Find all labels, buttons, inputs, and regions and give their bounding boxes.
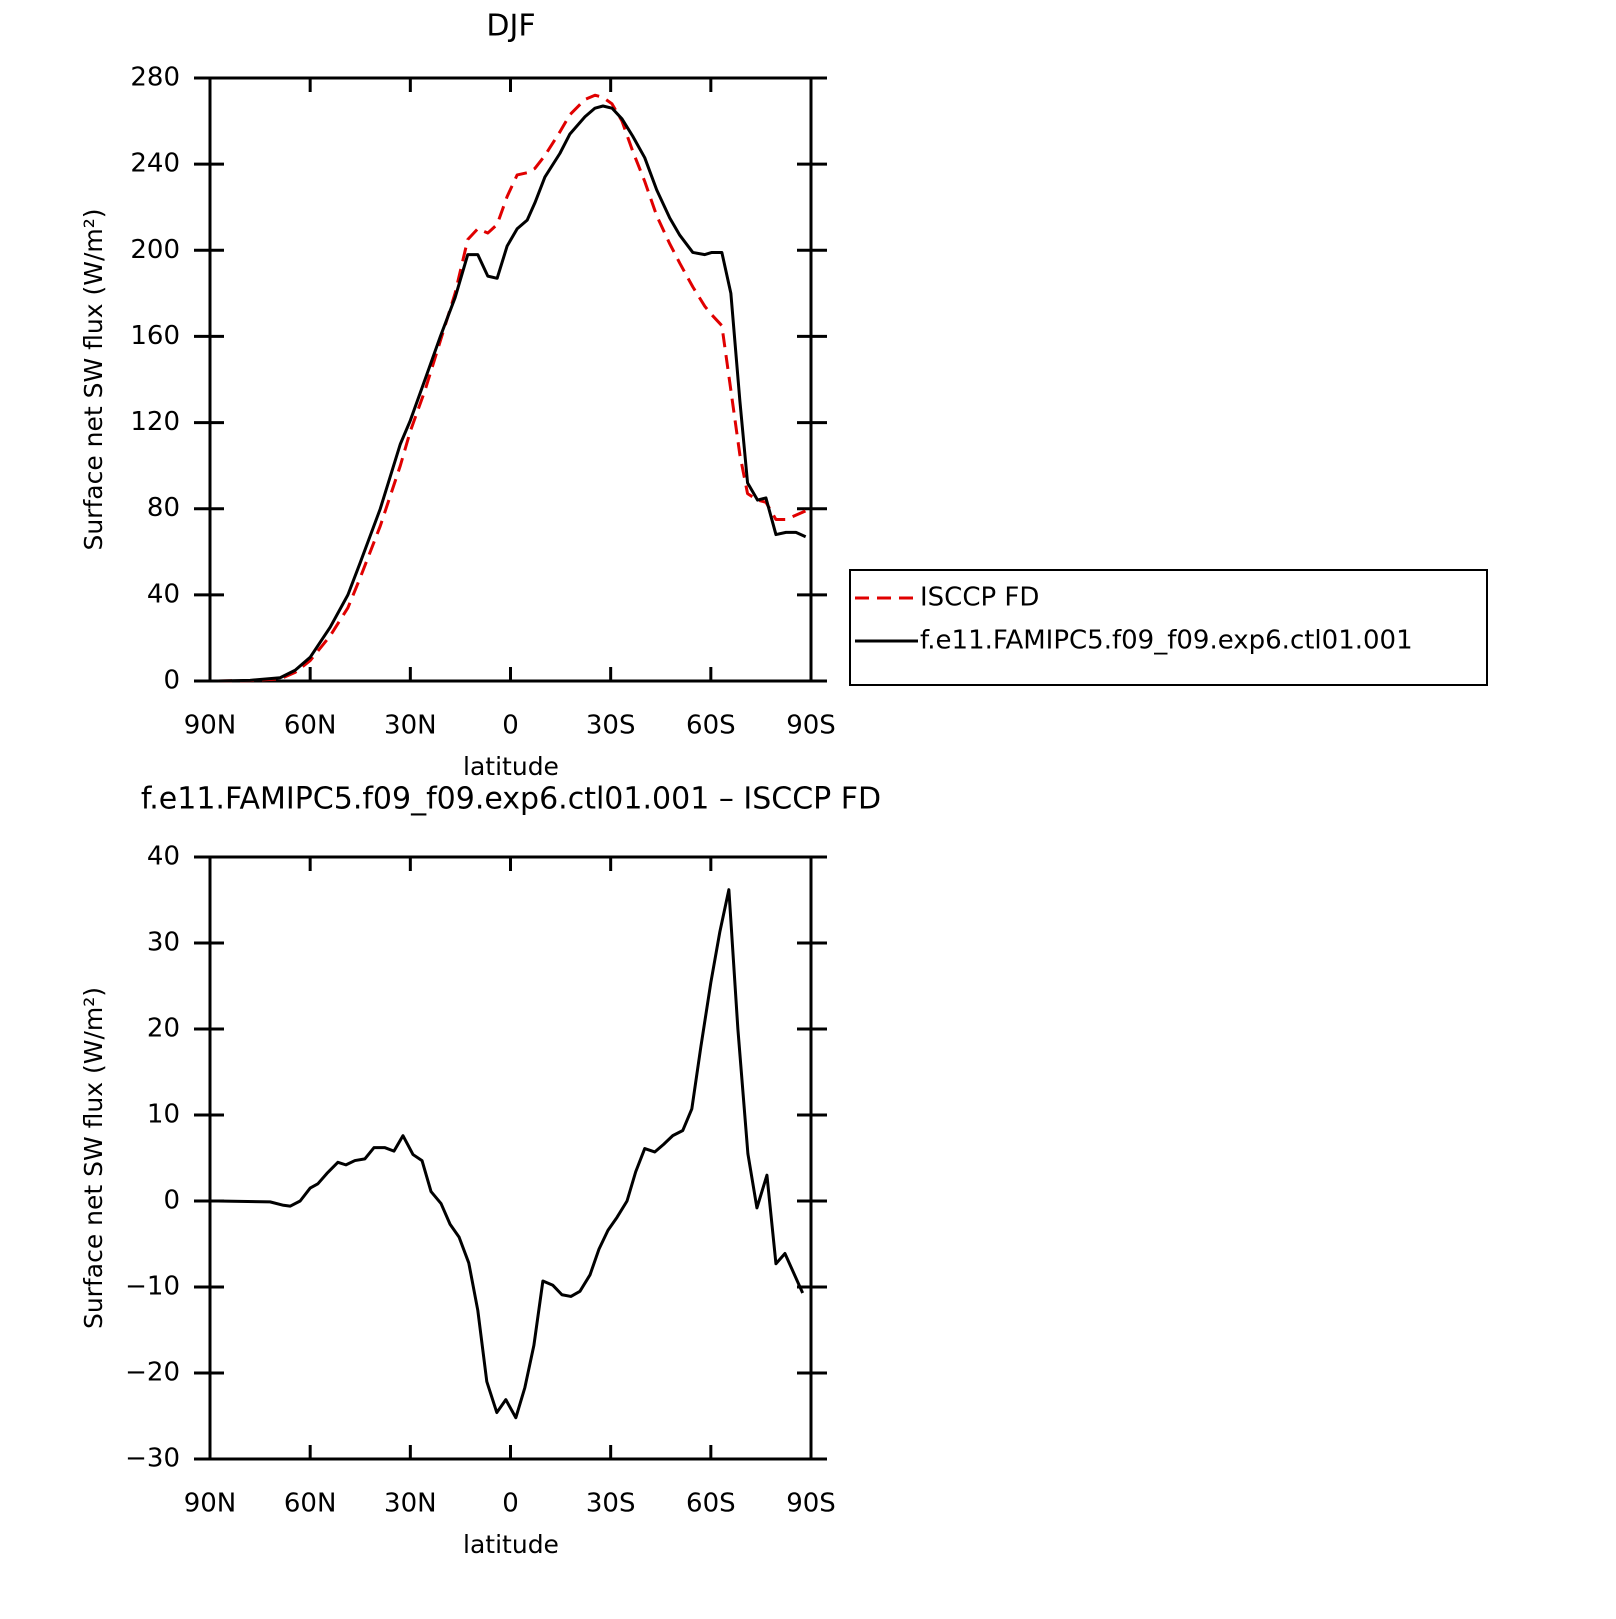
y-tick-label: 40: [147, 842, 180, 872]
legend-label: ISCCP FD: [920, 583, 1039, 613]
x-tick-label: 60S: [686, 711, 736, 741]
x-tick-label: 30S: [586, 711, 636, 741]
data-line: [217, 888, 805, 1420]
data-line: [217, 93, 807, 683]
x-tick-label: 30N: [384, 1489, 437, 1519]
x-axis-label: latitude: [463, 752, 559, 781]
y-tick-label: −10: [125, 1272, 180, 1302]
y-tick-label: 280: [130, 63, 180, 93]
plot-frame: [208, 855, 813, 1461]
x-tick-label: 60N: [284, 711, 337, 741]
y-tick-label: −20: [125, 1358, 180, 1388]
x-tick-label: 30S: [586, 1489, 636, 1519]
x-tick-label: 90S: [786, 1489, 836, 1519]
x-tick-label: 30N: [384, 711, 437, 741]
y-tick-label: 20: [147, 1014, 180, 1044]
y-tick-label: 120: [130, 407, 180, 437]
y-tick-label: 0: [163, 1186, 180, 1216]
plot-frame: [208, 76, 813, 683]
y-tick-label: −30: [125, 1444, 180, 1474]
y-tick-label: 80: [147, 493, 180, 523]
y-tick-label: 0: [163, 666, 180, 696]
chart-title: DJF: [486, 9, 535, 44]
x-tick-label: 90S: [786, 711, 836, 741]
legend-box: [849, 569, 1488, 686]
x-tick-label: 60N: [284, 1489, 337, 1519]
x-tick-label: 0: [502, 711, 519, 741]
x-tick-label: 0: [502, 1489, 519, 1519]
x-tick-label: 60S: [686, 1489, 736, 1519]
y-tick-label: 30: [147, 928, 180, 958]
data-line: [217, 104, 807, 683]
legend-label: f.e11.FAMIPC5.f09_f09.exp6.ctl01.001: [920, 626, 1413, 656]
chart-title: f.e11.FAMIPC5.f09_f09.exp6.ctl01.001 – I…: [141, 782, 881, 817]
y-tick-label: 40: [147, 579, 180, 609]
y-tick-label: 160: [130, 321, 180, 351]
y-tick-label: 10: [147, 1100, 180, 1130]
x-tick-label: 90N: [184, 711, 237, 741]
x-axis-label: latitude: [463, 1530, 559, 1559]
y-tick-label: 240: [130, 149, 180, 179]
y-axis-label: Surface net SW flux (W/m²): [79, 987, 108, 1329]
y-axis-label: Surface net SW flux (W/m²): [79, 208, 108, 550]
x-tick-label: 90N: [184, 1489, 237, 1519]
y-tick-label: 200: [130, 235, 180, 265]
